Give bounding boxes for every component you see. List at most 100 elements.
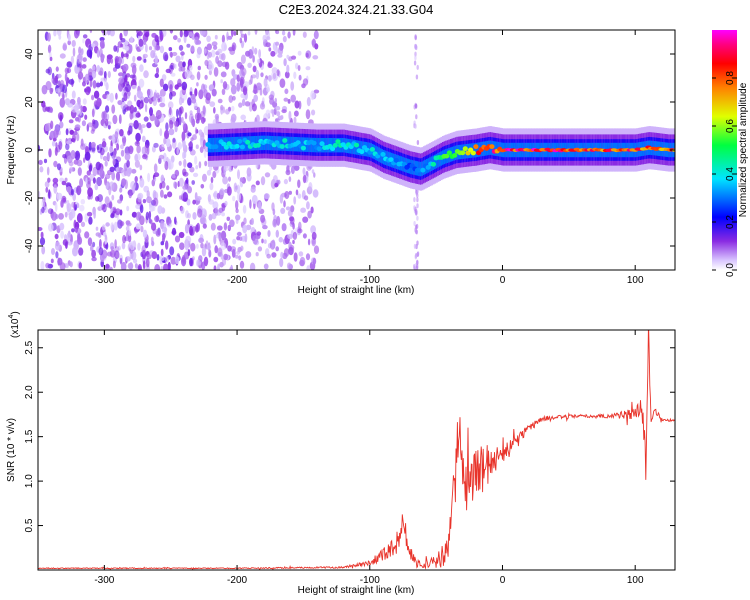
heatmap-noise-cell <box>99 81 103 87</box>
heatmap-noise-cell <box>206 35 211 43</box>
snr-frame <box>37 329 676 571</box>
heatmap-noise-cell <box>299 259 305 267</box>
heatmap-noise-cell <box>155 230 161 237</box>
heatmap-noise-cell <box>184 242 189 251</box>
heatmap-noise-cell <box>231 248 236 258</box>
heatmap-noise-cell <box>159 128 163 137</box>
heatmap-noise-cell <box>53 160 58 168</box>
heatmap-noise-cell <box>414 254 417 260</box>
heatmap-noise-cell <box>416 240 419 246</box>
heatmap-noise-cell <box>311 231 317 240</box>
y-tick-label: 2.5 <box>24 340 35 354</box>
heatmap-noise-cell <box>65 128 69 136</box>
heatmap-noise-cell <box>127 90 131 97</box>
heatmap-noise-cell <box>195 144 199 149</box>
heatmap-noise-cell <box>110 246 115 251</box>
heatmap-noise-cell <box>270 50 276 57</box>
heatmap-noise-cell <box>127 234 132 243</box>
heatmap-noise-cell <box>124 40 129 46</box>
heatmap-noise-cell <box>216 225 223 231</box>
heatmap-noise-cell <box>110 266 113 270</box>
heatmap-noise-cell <box>57 257 63 266</box>
heatmap-noise-cell <box>182 185 188 190</box>
heatmap-noise-cell <box>130 62 137 69</box>
heatmap-noise-cell <box>114 239 117 249</box>
heatmap-noise-cell <box>217 98 223 104</box>
heatmap-noise-cell <box>159 182 163 190</box>
heatmap-noise-cell <box>70 208 76 219</box>
heatmap-noise-cell <box>297 65 301 71</box>
heatmap-noise-cell <box>168 219 172 224</box>
heatmap-noise-cell <box>109 92 114 103</box>
heatmap-noise-cell <box>67 33 71 42</box>
heatmap-noise-cell <box>105 105 110 113</box>
heatmap-noise-cell <box>55 66 59 72</box>
heatmap-noise-cell <box>263 193 270 200</box>
heatmap-ridge-cell <box>376 146 379 161</box>
heatmap-noise-cell <box>96 49 100 58</box>
heatmap-noise-cell <box>174 120 179 127</box>
heatmap-ridge-cell <box>231 137 234 152</box>
heatmap-noise-cell <box>298 251 304 257</box>
heatmap-noise-cell <box>242 224 248 234</box>
heatmap-noise-cell <box>293 252 298 262</box>
heatmap-ridge-peak <box>388 157 394 163</box>
heatmap-noise-cell <box>47 177 51 183</box>
heatmap-noise-cell <box>211 88 217 97</box>
heatmap-noise-cell <box>191 180 195 185</box>
heatmap-noise-cell <box>95 82 101 88</box>
heatmap-noise-cell <box>174 63 177 69</box>
heatmap-noise-cell <box>105 263 110 269</box>
heatmap-noise-cell <box>109 145 114 153</box>
heatmap-noise-cell <box>113 150 116 158</box>
heatmap-noise-cell <box>260 72 264 78</box>
heatmap-noise-cell <box>137 264 142 270</box>
heatmap-noise-cell <box>200 214 206 224</box>
heatmap-noise-cell <box>71 90 76 99</box>
heatmap-noise-cell <box>240 114 246 121</box>
heatmap-noise-cell <box>231 42 237 51</box>
heatmap-noise-cell <box>305 52 309 58</box>
y-tick-label: 20 <box>24 96 35 108</box>
heatmap-noise-cell <box>57 80 61 88</box>
heatmap-noise-cell <box>110 58 114 64</box>
heatmap-noise-cell <box>55 88 61 93</box>
heatmap-noise-cell <box>102 93 108 100</box>
heatmap-noise-cell <box>76 133 80 142</box>
heatmap-noise-cell <box>116 45 119 53</box>
heatmap-ridge-peak <box>300 145 306 151</box>
heatmap-noise-cell <box>91 123 96 132</box>
heatmap-noise-cell <box>302 167 306 176</box>
heatmap-noise-cell <box>171 173 176 179</box>
heatmap-noise-cell <box>264 172 271 178</box>
heatmap-noise-cell <box>118 114 122 124</box>
heatmap-noise-cell <box>194 36 200 45</box>
heatmap-noise-cell <box>238 102 243 108</box>
heatmap-noise-cell <box>58 213 64 220</box>
heatmap-noise-cell <box>250 186 256 193</box>
heatmap-noise-cell <box>283 58 287 67</box>
heatmap-noise-cell <box>275 105 281 111</box>
heatmap-ridge-cell <box>238 136 241 152</box>
heatmap-noise-cell <box>49 107 54 114</box>
heatmap-noise-cell <box>293 164 300 171</box>
heatmap-noise-cell <box>91 249 96 258</box>
heatmap-noise-cell <box>414 103 418 109</box>
heatmap-noise-cell <box>183 30 189 38</box>
heatmap-noise-cell <box>297 228 303 234</box>
heatmap-noise-cell <box>77 53 83 61</box>
heatmap-noise-cell <box>236 231 242 237</box>
heatmap-noise-cell <box>77 71 84 80</box>
heatmap-noise-cell <box>178 231 185 239</box>
heatmap-noise-cell <box>213 265 217 270</box>
heatmap-noise-cell <box>155 92 160 99</box>
heatmap-noise-cell <box>145 211 150 221</box>
heatmap-noise-cell <box>55 251 59 259</box>
heatmap-noise-cell <box>50 258 54 264</box>
heatmap-noise-cell <box>188 142 193 148</box>
heatmap-noise-cell <box>72 133 76 143</box>
heatmap-noise-cell <box>81 64 87 69</box>
heatmap-noise-cell <box>162 83 169 92</box>
heatmap-noise-cell <box>285 206 291 211</box>
